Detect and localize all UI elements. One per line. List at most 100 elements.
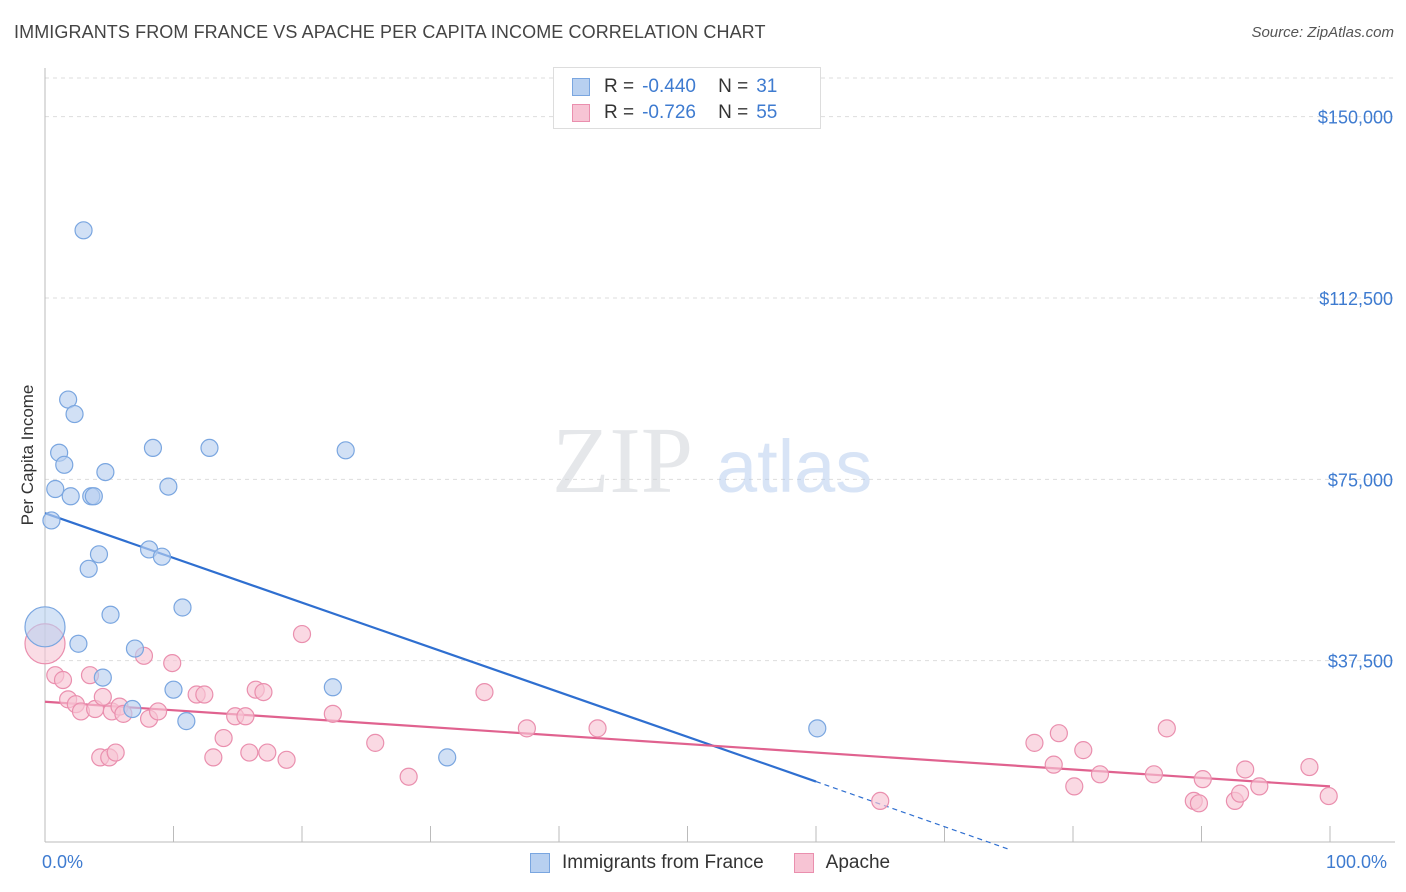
point-france bbox=[123, 699, 142, 719]
apache-legend-swatch bbox=[793, 853, 814, 873]
trend-lines bbox=[44, 512, 1331, 850]
point-france bbox=[93, 668, 112, 687]
point-france bbox=[323, 678, 342, 697]
point-france bbox=[46, 479, 65, 499]
point-apache bbox=[871, 791, 890, 810]
trend-line-apache bbox=[44, 700, 1331, 788]
point-france bbox=[74, 221, 93, 240]
point-apache bbox=[292, 624, 312, 644]
point-apache bbox=[258, 743, 277, 762]
france-legend-swatch bbox=[530, 853, 550, 873]
point-apache bbox=[1065, 777, 1084, 796]
point-france bbox=[808, 719, 827, 738]
point-france bbox=[24, 606, 66, 648]
point-apache bbox=[1090, 765, 1110, 784]
grid-lines bbox=[45, 77, 1395, 662]
point-apache bbox=[1157, 719, 1176, 738]
point-france bbox=[65, 404, 84, 424]
series-legend: Immigrants from France Apache bbox=[530, 852, 920, 874]
legend-row-france: R = -0.440 N = 31 bbox=[572, 74, 777, 100]
chart-title: IMMIGRANTS FROM FRANCE VS APACHE PER CAP… bbox=[14, 22, 766, 42]
r-label: R = bbox=[604, 76, 635, 97]
point-apache bbox=[1193, 770, 1212, 789]
point-france bbox=[79, 559, 98, 578]
point-france bbox=[438, 748, 457, 767]
france-swatch bbox=[572, 78, 590, 96]
point-apache bbox=[1236, 760, 1255, 779]
legend-row-apache: R = -0.726 N = 55 bbox=[572, 100, 777, 126]
r-value-apache: -0.726 bbox=[642, 102, 696, 123]
n-value-france: 31 bbox=[756, 76, 778, 97]
point-apache bbox=[254, 683, 273, 702]
y-tick-label: $112,500 bbox=[1319, 289, 1393, 309]
point-france bbox=[125, 639, 145, 658]
x-tick-label-max: 100.0% bbox=[1326, 852, 1388, 872]
point-apache bbox=[1144, 765, 1164, 784]
y-axis-label: Per Capita Income bbox=[18, 384, 37, 526]
point-apache bbox=[1300, 757, 1319, 777]
n-label: N = bbox=[718, 102, 749, 123]
point-france bbox=[96, 462, 115, 482]
data-points bbox=[24, 221, 1338, 813]
legend-label-apache: Apache bbox=[825, 852, 891, 873]
correlation-legend: R = -0.440 N = 31 R = -0.726 N = 55 bbox=[553, 67, 821, 129]
point-france bbox=[159, 477, 178, 496]
point-france bbox=[173, 598, 192, 617]
watermark-zip: ZIP bbox=[552, 409, 693, 513]
legend-label-france: Immigrants from France bbox=[562, 852, 764, 873]
axes bbox=[44, 68, 1395, 843]
legend-item-apache[interactable]: Apache bbox=[793, 852, 891, 874]
point-france bbox=[89, 545, 109, 564]
r-label: R = bbox=[604, 102, 635, 123]
point-france bbox=[164, 680, 183, 699]
point-france bbox=[69, 634, 88, 653]
point-france bbox=[336, 441, 355, 460]
point-france bbox=[55, 455, 74, 474]
point-france bbox=[61, 487, 80, 506]
point-apache bbox=[148, 702, 168, 721]
point-france bbox=[101, 605, 120, 624]
point-apache bbox=[1049, 724, 1068, 743]
point-apache bbox=[1074, 741, 1093, 760]
n-value-apache: 55 bbox=[756, 102, 778, 123]
point-france bbox=[42, 511, 61, 530]
trend-line-france-extension bbox=[815, 780, 1009, 850]
x-tick-label-min: 0.0% bbox=[42, 852, 84, 872]
source-label: Source: ZipAtlas.com bbox=[1251, 24, 1394, 41]
point-apache bbox=[106, 743, 125, 762]
point-apache bbox=[1189, 794, 1209, 813]
point-apache bbox=[93, 687, 112, 707]
point-apache bbox=[53, 670, 73, 690]
legend-item-france[interactable]: Immigrants from France bbox=[530, 852, 764, 874]
point-france bbox=[143, 438, 163, 458]
point-apache bbox=[399, 767, 418, 786]
point-apache bbox=[1044, 755, 1063, 774]
n-label: N = bbox=[718, 76, 749, 97]
point-france bbox=[152, 547, 172, 566]
y-tick-label: $150,000 bbox=[1318, 108, 1393, 128]
point-apache bbox=[195, 685, 214, 704]
trend-line-france bbox=[44, 512, 817, 783]
point-apache bbox=[475, 683, 494, 702]
point-apache bbox=[1230, 784, 1250, 803]
r-value-france: -0.440 bbox=[642, 76, 696, 97]
point-france bbox=[177, 712, 196, 731]
y-tick-labels: $37,500 $75,000 $112,500 $150,000 bbox=[1318, 108, 1393, 672]
point-apache bbox=[1250, 777, 1269, 796]
point-apache bbox=[323, 704, 342, 723]
point-apache bbox=[277, 750, 296, 769]
point-apache bbox=[517, 719, 536, 738]
point-apache bbox=[236, 707, 255, 726]
point-apache bbox=[588, 719, 607, 738]
point-france bbox=[84, 487, 103, 506]
apache-swatch bbox=[572, 104, 590, 122]
point-apache bbox=[204, 748, 223, 767]
point-apache bbox=[240, 743, 259, 762]
watermark: ZIP atlas bbox=[552, 409, 872, 513]
point-apache bbox=[214, 728, 233, 748]
point-apache bbox=[366, 733, 385, 752]
y-tick-label: $37,500 bbox=[1328, 652, 1393, 672]
point-apache bbox=[1025, 733, 1044, 752]
point-apache bbox=[1319, 786, 1338, 806]
